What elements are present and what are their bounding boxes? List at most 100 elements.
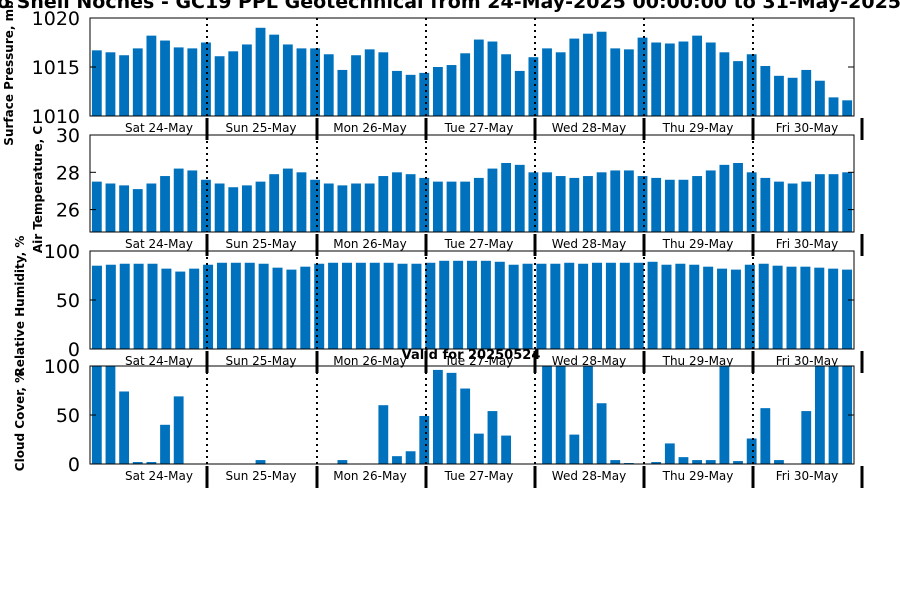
data-bar: [439, 260, 450, 349]
data-bar: [473, 39, 484, 117]
axes-frame: [89, 365, 855, 465]
data-bar: [689, 264, 700, 349]
data-bar: [328, 262, 339, 349]
data-bar: [651, 177, 662, 232]
data-bar: [501, 54, 512, 116]
ytick-label: 28: [56, 162, 80, 184]
data-bar: [147, 263, 158, 349]
data-bar: [569, 434, 580, 464]
data-bar: [175, 271, 186, 349]
xtick-label: Tue 27-May: [444, 354, 514, 368]
data-bar: [842, 269, 853, 349]
data-bar: [774, 75, 784, 116]
data-bar: [473, 433, 484, 464]
xtick-label: Sun 25-May: [225, 237, 296, 251]
data-bar: [187, 48, 198, 116]
data-bar: [814, 267, 825, 349]
data-bar: [678, 457, 689, 464]
xtick-label: Sun 25-May: [225, 121, 296, 135]
data-bar: [286, 269, 297, 349]
data-bar: [744, 264, 755, 349]
data-bar: [323, 183, 334, 232]
xtick-label: Thu 29-May: [662, 469, 734, 483]
data-bar: [364, 49, 375, 116]
data-bar: [173, 47, 184, 116]
data-bar: [542, 48, 552, 116]
data-bar: [772, 265, 783, 349]
xtick-label: Mon 26-May: [333, 354, 407, 368]
xtick-label: Wed 28-May: [552, 469, 626, 483]
data-bar: [508, 264, 519, 349]
data-bar: [369, 262, 380, 349]
data-bar: [337, 185, 348, 232]
xtick-label: Wed 28-May: [552, 121, 626, 135]
ytick-label: 100: [44, 241, 80, 263]
data-bar: [717, 268, 728, 349]
data-bar: [596, 31, 607, 116]
data-bar: [460, 53, 471, 116]
xtick-label: Sat 24-May: [125, 354, 193, 368]
xtick-label: Tue 27-May: [444, 469, 514, 483]
bar-series: [91, 366, 853, 464]
xtick-label: Fri 30-May: [776, 354, 839, 368]
data-bar: [637, 176, 648, 232]
data-bar: [828, 174, 839, 232]
data-bar: [730, 269, 741, 349]
data-bar: [705, 42, 716, 116]
data-bar: [419, 72, 430, 116]
data-bar: [528, 57, 539, 116]
chart-panel-2: 26 28 30 Sat 24-May Sun 25-May Mon 26-May Tue …: [31, 125, 864, 256]
data-bar: [746, 54, 757, 116]
ytick-label: 26: [56, 200, 80, 222]
ytick-label: 100: [44, 356, 80, 378]
data-bar: [405, 451, 416, 464]
data-bar: [569, 38, 580, 116]
data-bar: [378, 176, 389, 232]
data-bar: [146, 183, 157, 232]
data-bar: [355, 262, 366, 349]
data-bar: [91, 366, 102, 464]
xtick-label: Thu 29-May: [662, 121, 734, 135]
data-bar: [733, 461, 743, 464]
data-bar: [623, 170, 634, 232]
data-bar: [446, 181, 457, 232]
xtick-label: Tue 27-May: [444, 121, 514, 135]
data-bar: [160, 40, 170, 116]
data-bar: [494, 261, 505, 349]
data-bar: [473, 177, 484, 232]
xtick-label: Sun 25-May: [225, 469, 296, 483]
data-bar: [296, 48, 307, 116]
data-bar: [746, 172, 757, 232]
data-bar: [522, 263, 533, 349]
data-bar: [146, 462, 157, 464]
data-bar: [119, 391, 130, 464]
data-bar: [623, 49, 634, 116]
data-bar: [216, 262, 227, 349]
data-bar: [814, 80, 825, 116]
data-bar: [814, 366, 825, 464]
data-bar: [480, 260, 491, 349]
data-bar: [105, 52, 116, 116]
data-bar: [467, 260, 477, 349]
data-bar: [637, 37, 648, 116]
data-bar: [392, 70, 402, 116]
ytick-label: 50: [56, 405, 80, 427]
data-bar: [842, 366, 853, 464]
data-bar: [397, 263, 408, 349]
data-bar: [536, 263, 547, 349]
data-bar: [241, 185, 252, 232]
data-bar: [828, 268, 839, 349]
data-bar: [487, 168, 498, 232]
data-bar: [501, 435, 512, 464]
xtick-label: Fri 30-May: [776, 237, 839, 251]
data-bar: [161, 268, 172, 349]
data-bar: [255, 181, 266, 232]
data-bar: [774, 181, 784, 232]
data-bar: [719, 52, 730, 116]
data-bar: [310, 179, 321, 232]
data-bar: [564, 262, 575, 349]
data-bar: [647, 261, 658, 349]
data-bar: [501, 162, 512, 232]
xtick-label: Sun 25-May: [225, 354, 296, 368]
data-bar: [814, 174, 825, 232]
